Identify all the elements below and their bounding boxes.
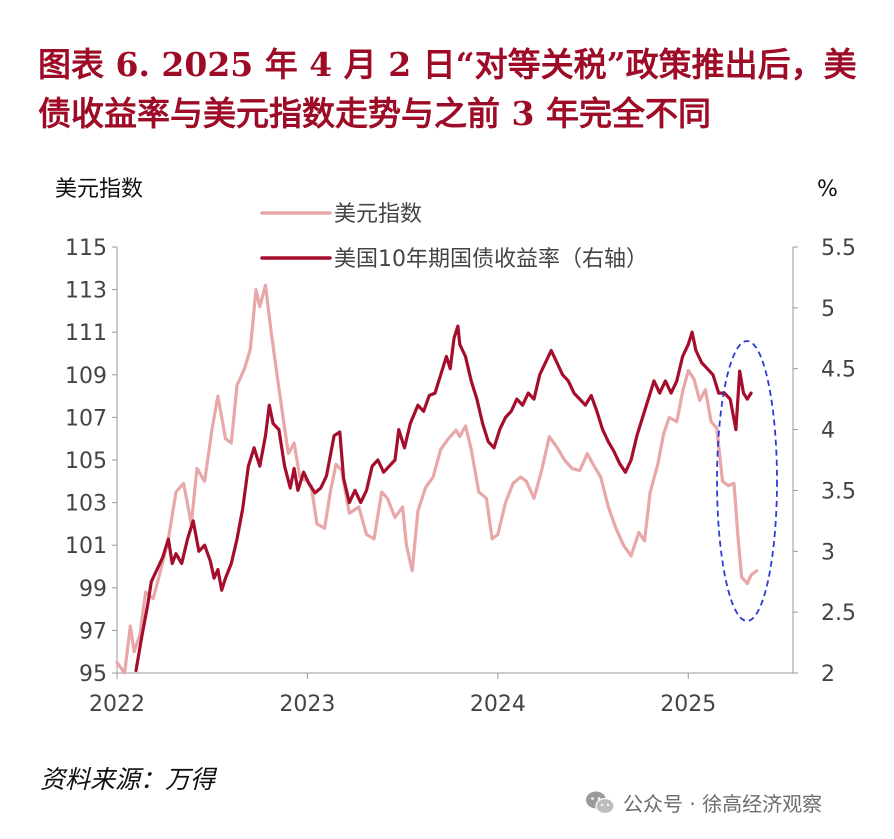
right-axis-title: % xyxy=(817,177,838,202)
legend-label-dxy: 美元指数 xyxy=(334,202,422,227)
source-note: 资料来源：万得 xyxy=(40,765,216,794)
watermark: 公众号 · 徐高经济观察 xyxy=(585,788,822,817)
x-tick-label: 2024 xyxy=(470,692,526,717)
series-line-dxy xyxy=(115,283,759,675)
left-tick-label: 109 xyxy=(65,364,107,389)
left-tick-label: 97 xyxy=(79,619,107,644)
figure-title-line1: 图表 6. 2025 年 4 月 2 日“对等关税”政策推出后，美 xyxy=(38,45,857,84)
right-tick-label: 2.5 xyxy=(821,601,856,626)
right-axis-ticks: 5.5 5 4.5 4 3.5 3 2.5 2 xyxy=(793,236,856,687)
x-axis-ticks: 2022 2023 2024 2025 xyxy=(89,673,716,717)
highlight-ellipse xyxy=(716,340,778,622)
right-tick-label: 4 xyxy=(821,419,835,444)
left-tick-label: 103 xyxy=(65,492,107,517)
x-tick-label: 2025 xyxy=(660,692,716,717)
right-tick-label: 4.5 xyxy=(821,358,856,383)
left-axis-ticks: 115 113 111 109 107 105 103 101 99 97 95 xyxy=(65,236,117,687)
left-tick-label: 101 xyxy=(65,534,107,559)
right-tick-label: 3.5 xyxy=(821,479,856,504)
figure-title: 图表 6. 2025 年 4 月 2 日“对等关税”政策推出后，美 债收益率与美… xyxy=(38,40,888,138)
right-tick-label: 5 xyxy=(821,297,835,322)
figure-title-line2: 债收益率与美元指数走势与之前 3 年完全不同 xyxy=(38,94,711,133)
left-tick-label: 99 xyxy=(79,577,107,602)
watermark-text: 公众号 · 徐高经济观察 xyxy=(623,792,823,816)
left-tick-label: 111 xyxy=(65,321,107,346)
wechat-icon xyxy=(586,791,615,814)
series-layer xyxy=(115,283,759,675)
legend: 美元指数 美国10年期国债收益率（右轴） xyxy=(260,202,648,272)
left-axis-title: 美元指数 xyxy=(55,177,143,202)
axes xyxy=(116,247,794,674)
right-tick-label: 3 xyxy=(821,540,835,565)
right-tick-label: 5.5 xyxy=(821,236,856,261)
left-tick-label: 115 xyxy=(65,236,107,261)
x-tick-label: 2022 xyxy=(89,692,145,717)
right-tick-label: 2 xyxy=(821,662,835,687)
x-tick-label: 2023 xyxy=(279,692,335,717)
legend-label-yield: 美国10年期国债收益率（右轴） xyxy=(334,247,648,272)
left-tick-label: 105 xyxy=(65,449,107,474)
left-tick-label: 107 xyxy=(65,406,107,431)
series-line-us10y xyxy=(134,324,753,673)
left-tick-label: 95 xyxy=(79,662,107,687)
left-tick-label: 113 xyxy=(65,279,107,304)
